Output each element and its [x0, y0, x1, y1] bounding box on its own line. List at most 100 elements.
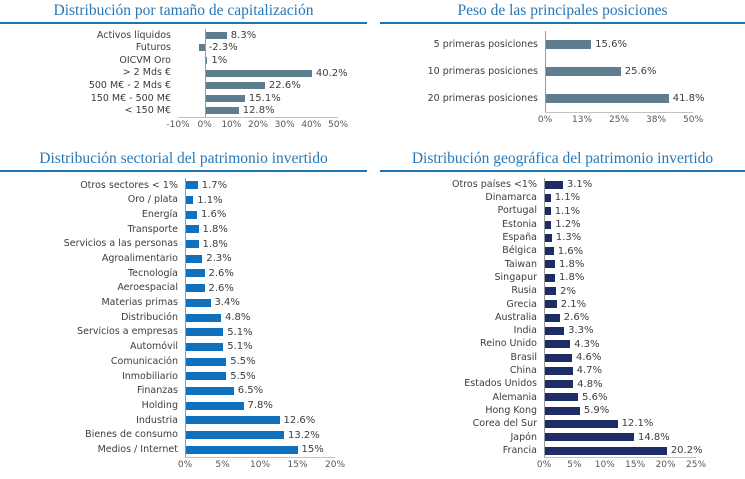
category-label: Tecnología [127, 267, 178, 279]
x-tick-label: 0% [536, 460, 552, 471]
category-label: 500 M€ - 2 Mds € [88, 79, 171, 91]
value-label: 1.8% [202, 238, 228, 250]
category-label: Dinamarca [485, 192, 537, 204]
chart-row: España 1.3% [380, 231, 745, 244]
chart-row: Automóvil 5.1% [0, 340, 367, 355]
bar-track: 15.1% [178, 92, 338, 105]
bar-track: 2.6% [185, 266, 335, 281]
category-label: Transporte [127, 223, 178, 235]
bar [544, 193, 551, 202]
x-tick-label: 15% [625, 460, 646, 471]
bar [544, 300, 557, 309]
category-label: Futuros [135, 42, 171, 54]
zero-axis-line [545, 31, 546, 112]
value-label: 2.6% [563, 312, 590, 324]
bar [544, 326, 565, 335]
x-tick-label: 0% [537, 115, 553, 125]
x-tick-label: 38% [645, 115, 667, 125]
value-label: 1.8% [202, 223, 228, 235]
bar [544, 406, 580, 415]
value-label: 22.6% [268, 80, 301, 92]
bar [185, 254, 203, 263]
bar-track: 1.1% [185, 193, 335, 208]
value-label: 1.2% [555, 219, 581, 231]
x-tick-label: 25% [685, 460, 707, 471]
panel-top-positions: Peso de las principales posiciones 5 pri… [372, 0, 745, 148]
bar [545, 94, 669, 103]
chart-row: Medios / Internet 15% [0, 442, 367, 457]
bar [544, 247, 554, 256]
category-label: Alemania [492, 391, 537, 403]
category-label: 5 primeras posiciones [433, 38, 538, 50]
chart-row: Activos líquidos 8.3% [0, 29, 367, 42]
x-tick-label: 40% [301, 120, 322, 131]
bar [204, 69, 312, 77]
category-label: Energía [141, 208, 178, 220]
chart-row: 500 M€ - 2 Mds € 22.6% [0, 79, 367, 92]
value-label: 4.8% [225, 312, 251, 324]
chart-row: Aeroespacial 2.6% [0, 281, 367, 296]
category-label: India [513, 325, 537, 337]
bar-track: 1.1% [544, 191, 696, 204]
chart-title-geographic-allocation: Distribución geográfica del patrimonio i… [411, 150, 714, 167]
value-label: 20.2% [670, 445, 703, 457]
category-label: España [502, 232, 537, 244]
bar [185, 313, 221, 322]
x-tick-label: 20% [655, 460, 676, 471]
value-label: 1.7% [201, 179, 228, 191]
bar-track: 2.1% [544, 298, 696, 311]
bar-track: 20.2% [544, 444, 703, 457]
bar-track: -2.3% [178, 42, 338, 55]
chart-row: Bélgica 1.6% [380, 244, 745, 257]
category-label: Distribución [121, 311, 178, 323]
title-underline [380, 22, 745, 24]
category-label: Portugal [497, 205, 537, 217]
chart-row: Servicios a empresas 5.1% [0, 325, 367, 340]
category-label: Activos líquidos [96, 29, 171, 41]
value-label: 2.3% [206, 253, 232, 265]
chart-row: Bienes de consumo 13.2% [0, 428, 367, 443]
bar-track: 40.2% [178, 67, 348, 80]
category-label: Inmobiliario [121, 370, 178, 382]
bar [544, 287, 557, 296]
category-label: Holding [141, 399, 178, 411]
bar-track: 13.2% [185, 428, 335, 443]
chart-row: Oro / plata 1.1% [0, 193, 367, 208]
bar [198, 44, 205, 52]
category-label: Singapur [494, 271, 538, 283]
chart-row: Inmobiliario 5.5% [0, 369, 367, 384]
bar-track: 15.6% [545, 31, 693, 58]
chart-row: Corea del Sur 12.1% [380, 417, 745, 430]
category-label: Bélgica [502, 245, 537, 257]
bar-track: 2.6% [185, 281, 335, 296]
bar-track: 2.6% [544, 311, 696, 324]
chart-row: 10 primeras posiciones 25.6% [380, 58, 745, 85]
category-label: Estonia [502, 218, 537, 230]
bar [185, 240, 199, 249]
bar-track: 5.9% [544, 404, 696, 417]
category-label: Otros sectores < 1% [80, 179, 178, 191]
chart-row: 5 primeras posiciones 15.6% [380, 31, 745, 58]
bar [544, 380, 574, 389]
category-label: Industria [136, 414, 178, 426]
bar [185, 342, 224, 351]
bar [185, 401, 244, 410]
value-label: 8.3% [230, 29, 257, 41]
value-label: 1.3% [555, 232, 582, 244]
chart-row: Singapur 1.8% [380, 271, 745, 284]
plot-rows: Otros países <1% 3.1% Dinamarca 1.1% Portuga… [380, 178, 745, 458]
chart-row: Tecnología 2.6% [0, 266, 367, 281]
bar-track: 4.3% [544, 338, 696, 351]
chart-row: Japón 14.8% [380, 431, 745, 444]
bar [544, 366, 573, 375]
bar [185, 431, 284, 440]
chart-row: Rusia 2% [380, 284, 745, 297]
chart-row: Alemania 5.6% [380, 391, 745, 404]
category-label: Francia [502, 444, 537, 456]
category-label: Servicios a empresas [77, 326, 178, 338]
bar [185, 181, 198, 190]
chart-row: China 4.7% [380, 364, 745, 377]
bar [185, 210, 197, 219]
value-label: 41.8% [672, 93, 705, 104]
